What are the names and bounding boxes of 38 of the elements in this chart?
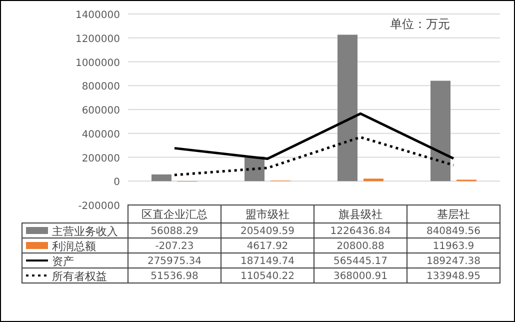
x-tick-label: 基层社: [437, 208, 470, 221]
y-tick-label: 1200000: [75, 34, 120, 45]
data-label: 20800.88: [336, 241, 384, 252]
y-tick-label: 200000: [82, 153, 120, 164]
data-label: 110540.22: [240, 271, 295, 282]
bar: [152, 174, 172, 182]
bar: [338, 34, 358, 182]
x-tick-label: 盟市级社: [246, 208, 290, 221]
data-label: 133948.95: [426, 271, 481, 282]
data-label: -207.23: [155, 241, 194, 252]
y-tick-label: 800000: [82, 82, 120, 93]
x-tick-label: 区直企业汇总: [142, 208, 208, 221]
annotation: 单位：万元: [390, 17, 450, 31]
data-label: 51536.98: [150, 271, 198, 282]
legend-label: 利润总额: [52, 240, 96, 253]
y-tick-label: 600000: [82, 106, 120, 116]
data-label: 11963.9: [432, 241, 474, 252]
data-label: 187149.74: [240, 256, 295, 267]
y-tick-label: 0: [114, 177, 120, 188]
data-label: 189247.38: [426, 256, 481, 267]
data-label: 56088.29: [150, 226, 198, 237]
data-label: 205409.59: [240, 226, 295, 237]
x-tick-label: 旗县级社: [338, 208, 382, 221]
data-label: 840849.56: [426, 226, 481, 237]
data-label: 1226436.84: [330, 226, 391, 237]
y-tick-label: 1400000: [75, 10, 120, 21]
data-label: 4617.92: [246, 241, 288, 252]
y-tick-label: 1000000: [75, 58, 120, 69]
legend-label: 资产: [52, 255, 74, 268]
legend-label: 主营业务收入: [52, 225, 118, 238]
data-label: 565445.17: [333, 256, 388, 267]
y-tick-label: -200000: [78, 201, 120, 212]
bar: [430, 80, 450, 182]
bar: [364, 178, 384, 182]
data-label: 275975.34: [147, 256, 202, 267]
y-tick-label: 400000: [82, 129, 120, 140]
data-label: 368000.91: [333, 271, 388, 282]
legend-label: 所有者权益: [52, 270, 107, 283]
